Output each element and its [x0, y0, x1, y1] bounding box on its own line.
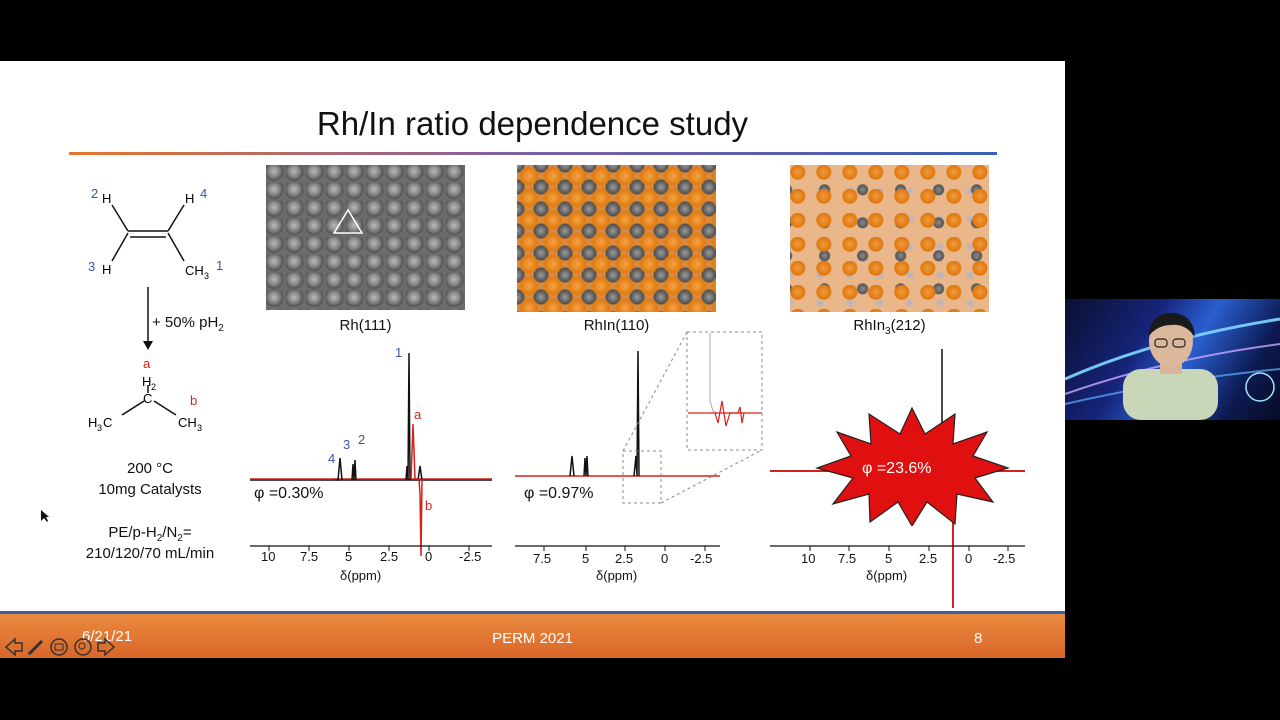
peak-label-2: 2	[358, 432, 366, 447]
svg-text:3: 3	[204, 271, 209, 281]
footer-bar	[0, 614, 1065, 658]
condition-temperature: 200 °C	[126, 460, 174, 477]
peak-label-b: b	[425, 498, 433, 513]
tick-label: 5	[345, 549, 353, 564]
footer-date: 6/21/21	[82, 628, 133, 645]
svg-text:3: 3	[197, 423, 202, 433]
axis-title-ppm: δ(ppm)	[866, 568, 908, 583]
peak-label-a: a	[414, 407, 422, 422]
presenter-webcam	[1065, 299, 1280, 420]
zoom-icon[interactable]	[73, 637, 93, 657]
tick-label: 5	[885, 551, 893, 566]
condition-catalyst: 10mg Catalysts	[98, 481, 202, 498]
proton-label-1: 1	[216, 258, 224, 273]
starburst-highlight-icon	[815, 406, 1010, 526]
slide-overview-icon[interactable]	[49, 637, 69, 657]
reagent-label: + 50% pH2	[152, 314, 224, 334]
slide-title: Rh/In ratio dependence study	[316, 105, 749, 142]
tick-label: 10	[261, 549, 276, 564]
product-label-b: b	[190, 393, 198, 408]
footer-title: PERM 2021	[492, 630, 573, 647]
tick-label: 0	[965, 551, 973, 566]
svg-text:H: H	[185, 191, 194, 206]
footer-page-number: 8	[974, 630, 983, 647]
rhin110-surface-image	[517, 165, 716, 312]
mouse-cursor-icon	[41, 510, 49, 522]
rh111-surface-image	[266, 165, 465, 310]
surface-label-rhin110: RhIn(110)	[583, 317, 650, 334]
tick-label: -2.5	[690, 551, 713, 566]
tick-label: 2.5	[919, 551, 938, 566]
condition-flow-values: 210/120/70 mL/min	[85, 545, 215, 562]
peak-label-4: 4	[328, 451, 336, 466]
svg-text:C: C	[103, 415, 112, 430]
tick-label: 7.5	[300, 549, 319, 564]
next-slide-icon[interactable]	[96, 637, 116, 657]
proton-label-2: 2	[91, 186, 99, 201]
axis-title-ppm: δ(ppm)	[340, 568, 382, 583]
polarization-value-rhin110: φ =0.97%	[524, 485, 594, 502]
peak-label-3: 3	[343, 437, 351, 452]
propane-structure: H 2 C H 3 C CH 3	[88, 374, 202, 433]
surface-label-rh111: Rh(111)	[339, 317, 392, 334]
svg-text:H: H	[102, 262, 111, 277]
nmr-spectrum-rh111	[250, 352, 492, 556]
condition-flow-ratio: PE/p-H2/N2=	[108, 524, 192, 544]
svg-text:H: H	[142, 374, 151, 389]
tick-label: 7.5	[838, 551, 857, 566]
tick-label: -2.5	[459, 549, 482, 564]
propene-structure: H H H CH 3	[102, 191, 209, 281]
polarization-value-rh111: φ =0.30%	[254, 485, 324, 502]
tick-label: 7.5	[533, 551, 552, 566]
svg-text:C: C	[143, 391, 152, 406]
footer-divider	[0, 611, 1065, 615]
previous-slide-icon[interactable]	[4, 637, 24, 657]
product-label-a: a	[143, 356, 151, 371]
rhin3-212-surface-image	[790, 165, 989, 312]
svg-text:H: H	[102, 191, 111, 206]
tick-label: 2.5	[615, 551, 634, 566]
reaction-arrow-icon	[143, 287, 153, 350]
proton-label-3: 3	[88, 259, 96, 274]
svg-text:2: 2	[151, 382, 156, 392]
svg-text:CH: CH	[185, 263, 204, 278]
webcam-background	[1065, 313, 1280, 420]
svg-text:H: H	[88, 415, 97, 430]
peak-label-1: 1	[395, 345, 403, 360]
tick-label: 0	[661, 551, 669, 566]
surface-label-rhin3-212: RhIn3(212)	[853, 317, 926, 337]
title-divider	[69, 152, 997, 155]
tick-label: 5	[582, 551, 590, 566]
tick-label: 0	[425, 549, 433, 564]
tick-label: -2.5	[993, 551, 1016, 566]
svg-text:3: 3	[97, 423, 102, 433]
tick-label: 2.5	[380, 549, 399, 564]
triangle-marker-icon	[332, 208, 364, 234]
tick-label: 10	[801, 551, 816, 566]
zoom-inset	[622, 331, 763, 504]
axis-title-ppm: δ(ppm)	[596, 568, 638, 583]
svg-text:CH: CH	[178, 415, 197, 430]
polarization-value-rhin3-212: φ =23.6%	[862, 460, 932, 477]
slide: Rh/In ratio dependence study H H H CH 3 …	[0, 61, 1065, 658]
pen-tool-icon[interactable]	[26, 637, 46, 657]
nmr-spectrum-rhin110	[515, 350, 720, 551]
proton-label-4: 4	[200, 186, 208, 201]
